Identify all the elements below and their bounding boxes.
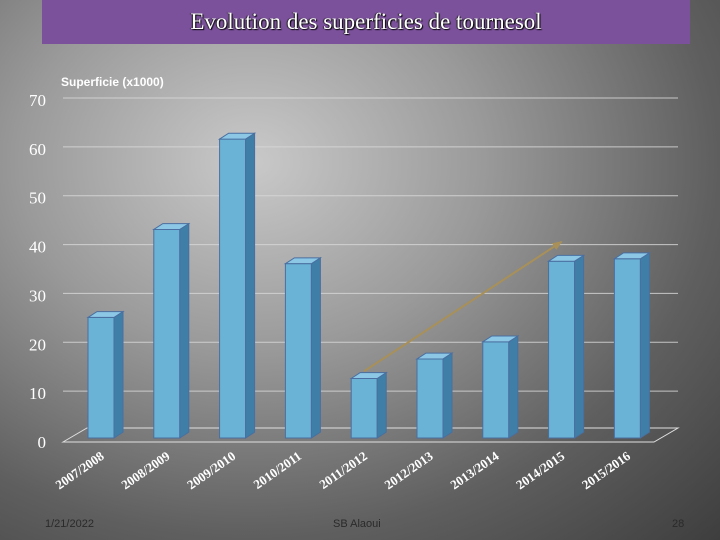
bar [481, 335, 520, 439]
bar-top [217, 132, 257, 140]
bar [217, 132, 257, 439]
title-bar: Evolution des superficies de tournesol [42, 0, 690, 44]
x-tick-label: 2007/2008 [53, 448, 108, 492]
bar-front [87, 316, 115, 439]
bar-side [245, 132, 256, 439]
bar-side [376, 371, 387, 439]
y-tick-label: 30 [29, 286, 46, 305]
bar-side [508, 335, 519, 439]
bar-front [219, 138, 247, 439]
x-tick-label: 2013/2014 [447, 448, 502, 492]
bar-front [416, 358, 444, 439]
bar-front [482, 341, 510, 439]
bar-front [284, 263, 312, 439]
slide-title: Evolution des superficies de tournesol [190, 9, 542, 34]
bar-side [574, 254, 585, 439]
x-tick-label: 2015/2016 [579, 448, 634, 492]
bar [283, 256, 323, 439]
bar-top [481, 335, 520, 343]
x-tick-label: 2011/2012 [316, 448, 370, 492]
y-tick-label: 20 [29, 335, 46, 354]
bar-front [613, 258, 641, 439]
footer-date: 1/21/2022 [45, 518, 94, 530]
x-tick-label: 2012/2013 [382, 448, 437, 492]
bar-top [415, 352, 454, 360]
bar-top [283, 257, 323, 265]
bar [612, 252, 652, 439]
bar-side [179, 222, 190, 439]
y-tick-label: 0 [38, 433, 47, 452]
bar-front [350, 377, 378, 439]
x-tick-label: 2009/2010 [184, 448, 238, 492]
y-tick-label: 10 [29, 384, 46, 403]
bar-top [152, 223, 191, 230]
footer-author: SB Alaoui [333, 518, 381, 530]
bar-front [548, 260, 576, 439]
bar [86, 310, 125, 439]
bar-side [639, 252, 650, 439]
bar-top [612, 252, 652, 260]
x-tick-label: 2010/2011 [251, 448, 305, 492]
y-tick-label: 70 [29, 91, 46, 110]
y-axis-title: Superficie (x1000) [61, 75, 164, 89]
footer-page-number: 28 [672, 518, 685, 530]
bar [546, 254, 586, 439]
bar [349, 371, 388, 439]
bar-front [153, 228, 181, 439]
bar-top [86, 311, 125, 318]
bar-side [310, 256, 321, 439]
bar-top [546, 254, 586, 262]
y-tick-label: 60 [29, 140, 46, 159]
bar [415, 352, 454, 439]
trend-arrow [363, 240, 563, 372]
y-tick-label: 50 [29, 189, 46, 208]
bar-top [349, 372, 388, 379]
bar-side [113, 310, 124, 439]
bar [152, 222, 191, 439]
x-tick-label: 2014/2015 [513, 448, 568, 492]
chart-floor [61, 427, 680, 443]
bar-side [442, 352, 453, 439]
y-tick-label: 40 [29, 238, 46, 257]
x-tick-label: 2008/2009 [118, 448, 173, 492]
